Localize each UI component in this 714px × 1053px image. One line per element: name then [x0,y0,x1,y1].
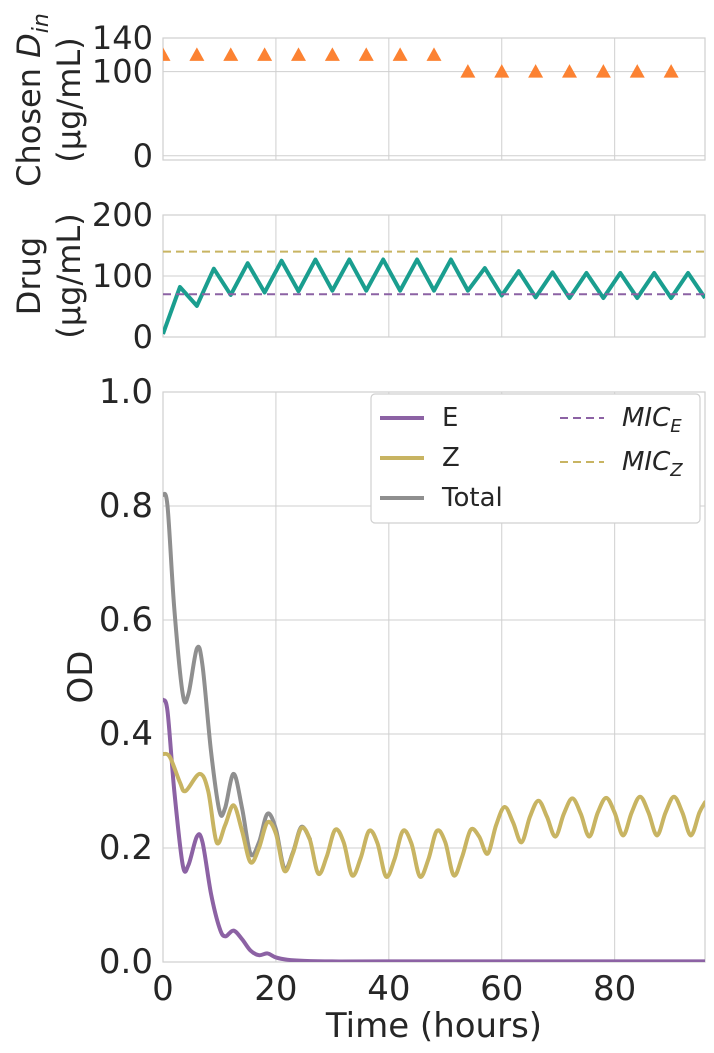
dose-marker [358,47,374,61]
x-tick-label: 0 [152,969,174,1009]
dose-marker [392,47,408,61]
od-series-line-E [163,697,705,962]
axes-frame [162,214,706,338]
y-axis-label: Drug (μg/mL) [10,213,88,338]
legend-label: MICZ [622,447,683,481]
axes-frame [162,37,706,161]
dose-marker [223,47,239,61]
legend-label: MICE [622,403,682,437]
dose-marker [426,47,442,61]
dose-marker [324,47,340,61]
x-tick-label: 40 [367,969,410,1009]
dose-marker [629,64,645,78]
y-tick-label: 140 [92,19,153,57]
y-label-sub: in [29,13,54,33]
od-lines [163,491,705,962]
y-tick-label: 0.0 [99,942,153,982]
dose-marker [163,47,171,61]
y-tick-label: 100 [92,53,153,91]
y-tick-label: 0 [133,137,153,175]
x-tick-label: 80 [593,969,636,1009]
y-label-text: Chosen [10,58,48,187]
y-tick-label: 1.0 [99,372,153,412]
legend-label-text: MIC [622,447,671,477]
legend-label-sub: E [670,416,682,437]
od-panel: 0.0 0.2 0.4 0.6 0.8 1.0 0 20 40 60 80 OD Time (hours… [61,372,706,1046]
y-label-math: D [10,33,48,58]
y-tick-label: 0.8 [99,486,153,526]
y-axis-label: OD [61,651,101,704]
y-axis-label-line1: Drug [10,237,48,315]
y-axis-label-line2: (μg/mL) [50,37,88,162]
x-axis-label: Time (hours) [325,1006,542,1046]
legend-label: Z [442,443,460,473]
y-tick-label: 0.2 [99,828,153,868]
y-axis-label-line2: (μg/mL) [50,213,88,338]
legend-label: E [442,403,458,433]
y-axis-label-line1: Chosen Din [10,13,54,187]
dose-marker [663,64,679,78]
dose-marker [494,64,510,78]
x-tick-label: 60 [480,969,523,1009]
dose-markers [163,47,679,78]
od-series-line-Z [163,751,705,879]
legend-label-text: MIC [622,403,671,433]
x-tick-label: 20 [254,969,297,1009]
dose-marker [460,64,476,78]
y-tick-label: 0.6 [99,600,153,640]
dose-marker [189,47,205,61]
y-tick-label: 0.4 [99,714,153,754]
legend-frame [370,393,701,524]
dose-marker [528,64,544,78]
legend-label-text: Total [441,483,503,513]
drug-lines [163,250,705,335]
legend-label-text: Z [442,443,460,473]
dose-marker [291,47,306,61]
legend-label: Total [441,483,503,513]
y-tick-label: 200 [92,196,153,234]
dose-marker [562,64,577,78]
legend-label-sub: Z [669,460,683,481]
dose-marker [257,47,273,61]
y-axis-label: Chosen Din(μg/mL) [10,13,88,187]
dose-marker [595,64,611,78]
y-tick-label: 100 [92,257,153,295]
drug-series-line [163,257,705,335]
legend-label-text: E [442,403,458,433]
y-tick-label: 0 [133,318,153,356]
